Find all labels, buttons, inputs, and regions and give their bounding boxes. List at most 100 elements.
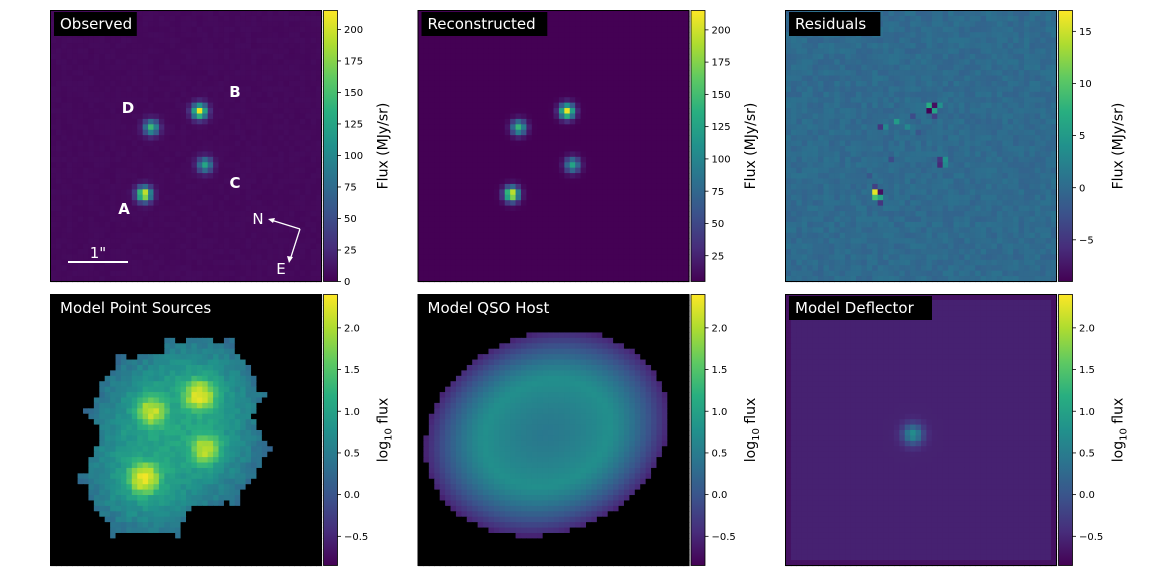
heatmap-cell [499,194,506,201]
heatmap-cell [83,238,90,245]
heatmap-cell [66,173,73,180]
heatmap-cell [672,265,679,272]
heatmap-cell [316,32,323,39]
heatmap-cell [104,118,111,125]
heatmap-cell [618,254,625,261]
heatmap-cell [66,146,73,153]
heatmap-cell [131,86,138,93]
heatmap-cell [596,97,603,104]
heatmap-cell [50,113,57,120]
heatmap-cell [66,53,73,60]
heatmap-cell [613,37,620,44]
heatmap-cell [218,37,225,44]
heatmap-cell [299,53,306,60]
heatmap-cell [207,37,214,44]
heatmap-cell [418,259,425,266]
heatmap-cell [120,216,127,223]
heatmap-cell [158,140,165,147]
heatmap-cell [553,135,560,142]
heatmap-cell [569,102,576,109]
heatmap-cell [110,270,117,277]
heatmap-cell [531,205,538,212]
heatmap-cell [602,86,609,93]
heatmap-cell [77,108,84,115]
heatmap-cell [77,200,84,207]
heatmap-cell [575,254,582,261]
heatmap-cell [623,216,630,223]
heatmap-cell [251,64,258,71]
heatmap-cell [591,254,598,261]
heatmap-cell [240,48,247,55]
heatmap-cell [93,53,100,60]
heatmap-cell [261,70,268,77]
heatmap-cell [434,276,441,283]
heatmap-cell [120,86,127,93]
heatmap-cell [202,91,209,98]
heatmap-cell [148,232,155,239]
heatmap-cell [418,151,425,158]
heatmap-cell [77,183,84,190]
heatmap-cell [234,91,241,98]
heatmap-cell [272,205,279,212]
heatmap-cell [77,75,84,82]
heatmap-cell [618,227,625,234]
heatmap-cell [423,259,430,266]
heatmap-cell [213,15,220,22]
heatmap-cell [553,227,560,234]
heatmap-cell [683,227,690,234]
heatmap-cell [613,43,620,50]
heatmap-cell [283,86,290,93]
heatmap-cell [640,102,647,109]
heatmap-cell [186,259,193,266]
heatmap-cell [164,124,171,131]
heatmap-cell [548,183,555,190]
heatmap-cell [294,108,301,115]
heatmap-cell [240,10,247,17]
heatmap-cell [439,194,446,201]
heatmap-cell [137,37,144,44]
heatmap-cell [455,178,462,185]
scale-bar-label: 1" [90,244,106,262]
heatmap-cell [629,194,636,201]
heatmap-cell [575,32,582,39]
heatmap-cell [575,48,582,55]
heatmap-cell [288,15,295,22]
heatmap-cell [672,221,679,228]
heatmap-cell [564,216,571,223]
heatmap-cell [418,167,425,174]
heatmap-cell [472,91,479,98]
heatmap-cell [288,232,295,239]
heatmap-cell [164,140,171,147]
heatmap-cell [316,276,323,283]
heatmap-cell [423,75,430,82]
heatmap-cell [316,151,323,158]
heatmap-cell [607,129,614,136]
heatmap-cell [678,200,685,207]
heatmap-cell [504,254,511,261]
heatmap-cell [499,200,506,207]
heatmap-cell [316,113,323,120]
heatmap-cell [240,178,247,185]
heatmap-cell [537,270,544,277]
heatmap-cell [434,238,441,245]
heatmap-cell [164,108,171,115]
heatmap-cell [488,37,495,44]
heatmap-cell [542,113,549,120]
heatmap-cell [580,232,587,239]
heatmap-cell [131,238,138,245]
heatmap-cell [418,265,425,272]
heatmap-cell [126,146,133,153]
heatmap-cell [272,53,279,60]
heatmap-cell [645,53,652,60]
heatmap-cell [207,118,214,125]
heatmap-cell [515,254,522,261]
heatmap-cell [207,26,214,33]
heatmap-cell [72,80,79,87]
heatmap-cell [50,75,57,82]
heatmap-cell [77,118,84,125]
heatmap-cell [439,221,446,228]
heatmap-cell [445,70,452,77]
heatmap-cell [553,21,560,28]
heatmap-cell [683,80,690,87]
heatmap-cell [623,200,630,207]
